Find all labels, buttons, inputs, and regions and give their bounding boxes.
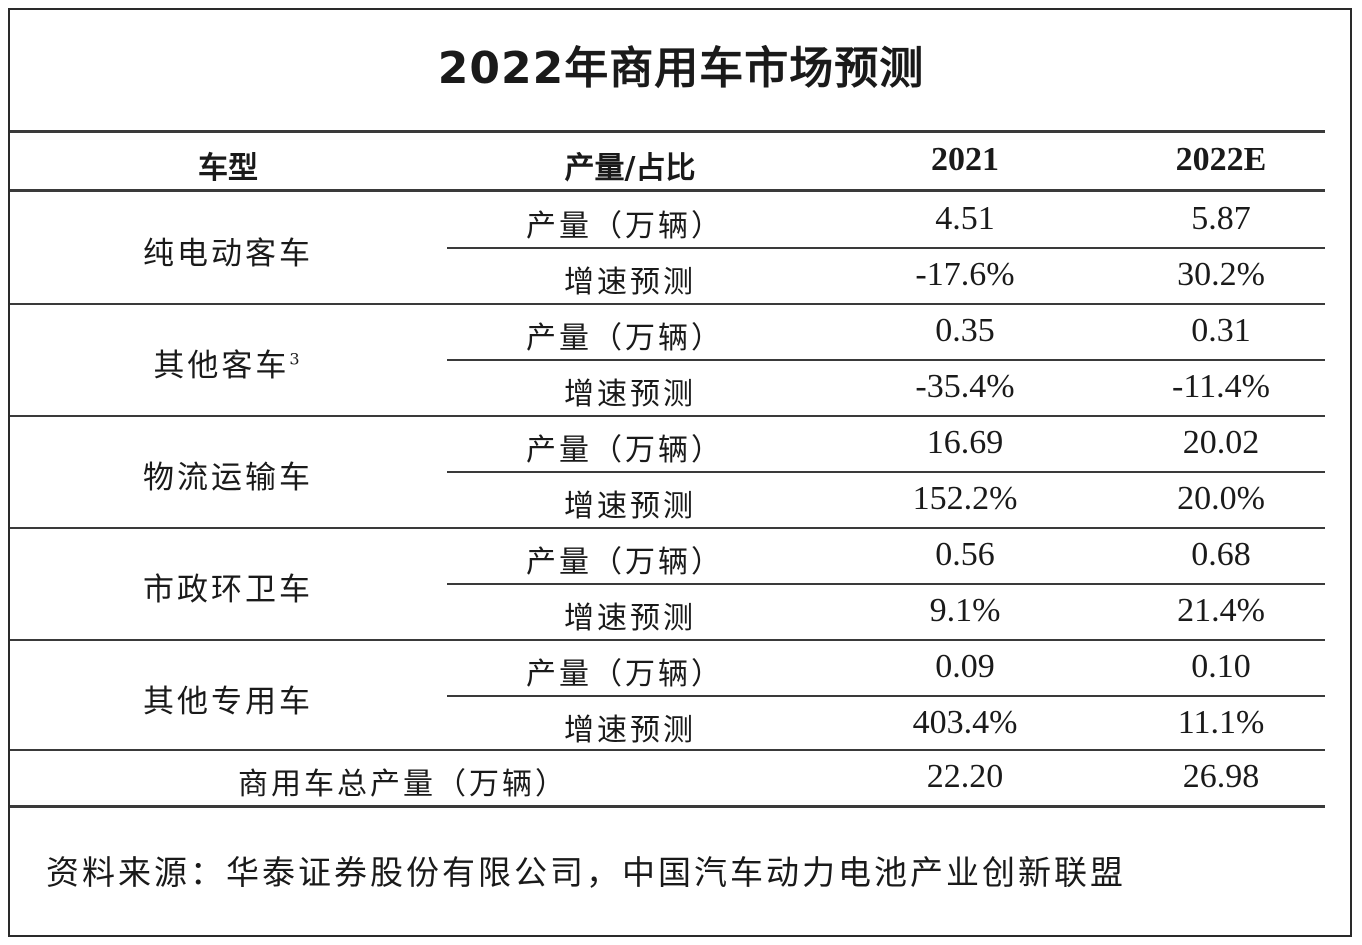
- category-label: 其他客车: [153, 348, 290, 384]
- row-divider: [447, 471, 1325, 473]
- row-divider: [447, 583, 1325, 585]
- category-label: 纯电动客车: [143, 236, 313, 272]
- production-label: 产量（万辆）: [526, 545, 724, 580]
- table-bottom-rule: [10, 805, 1325, 808]
- header-bottom-rule: [10, 189, 1325, 192]
- growth-label: 增速预测: [564, 265, 696, 300]
- growth-2022: 20.0%: [1177, 480, 1265, 517]
- category-label: 市政环卫车: [143, 572, 313, 608]
- page-title: 2022年商用车市场预测: [437, 43, 925, 94]
- header-2021: 2021: [931, 141, 999, 178]
- row-divider: [447, 247, 1325, 249]
- category-name: 物流运输车: [143, 452, 313, 497]
- production-label: 产量（万辆）: [526, 433, 724, 468]
- category-divider: [10, 415, 1325, 417]
- growth-label: 增速预测: [564, 601, 696, 636]
- growth-2022: 11.1%: [1177, 704, 1265, 741]
- production-2021: 16.69: [926, 424, 1004, 461]
- production-2022: 20.02: [1182, 424, 1260, 461]
- table-frame: [8, 8, 1352, 937]
- category-name: 市政环卫车: [143, 564, 313, 609]
- growth-2022: 21.4%: [1177, 592, 1265, 629]
- growth-2021: -17.6%: [915, 256, 1015, 293]
- production-2022: 0.31: [1191, 312, 1251, 349]
- growth-label: 增速预测: [564, 713, 696, 748]
- production-label: 产量（万辆）: [526, 321, 724, 356]
- production-2021: 0.09: [935, 648, 995, 685]
- category-divider: [10, 527, 1325, 529]
- category-label: 其他专用车: [143, 684, 313, 720]
- total-top-rule: [10, 749, 1325, 751]
- row-divider: [447, 695, 1325, 697]
- total-label: 商用车总产量（万辆）: [238, 767, 568, 802]
- row-divider: [447, 359, 1325, 361]
- production-2022: 5.87: [1191, 200, 1251, 237]
- total-2021: 22.20: [926, 758, 1004, 795]
- production-2022: 0.68: [1191, 536, 1251, 573]
- category-divider: [10, 639, 1325, 641]
- category-name: 其他客车3: [153, 340, 302, 385]
- growth-2021: 9.1%: [929, 592, 1001, 629]
- category-name: 纯电动客车: [143, 228, 313, 273]
- production-2022: 0.10: [1191, 648, 1251, 685]
- growth-label: 增速预测: [564, 489, 696, 524]
- category-name: 其他专用车: [143, 676, 313, 721]
- production-2021: 0.56: [935, 536, 995, 573]
- production-label: 产量（万辆）: [526, 657, 724, 692]
- total-2022: 26.98: [1182, 758, 1260, 795]
- growth-2022: 30.2%: [1177, 256, 1265, 293]
- growth-2021: -35.4%: [915, 368, 1015, 405]
- header-type: 车型: [198, 151, 258, 186]
- category-divider: [10, 303, 1325, 305]
- production-label: 产量（万辆）: [526, 209, 724, 244]
- growth-2021: 403.4%: [912, 704, 1018, 741]
- header-2022e: 2022E: [1175, 141, 1267, 178]
- growth-2022: -11.4%: [1172, 368, 1270, 405]
- production-2021: 4.51: [935, 200, 995, 237]
- growth-label: 增速预测: [564, 377, 696, 412]
- header-metric: 产量/占比: [564, 151, 696, 186]
- footnote-marker: 3: [289, 349, 303, 369]
- production-2021: 0.35: [935, 312, 995, 349]
- table-top-rule: [10, 130, 1325, 133]
- category-label: 物流运输车: [143, 460, 313, 496]
- growth-2021: 152.2%: [912, 480, 1018, 517]
- source-note: 资料来源：华泰证券股份有限公司，中国汽车动力电池产业创新联盟: [46, 853, 1126, 892]
